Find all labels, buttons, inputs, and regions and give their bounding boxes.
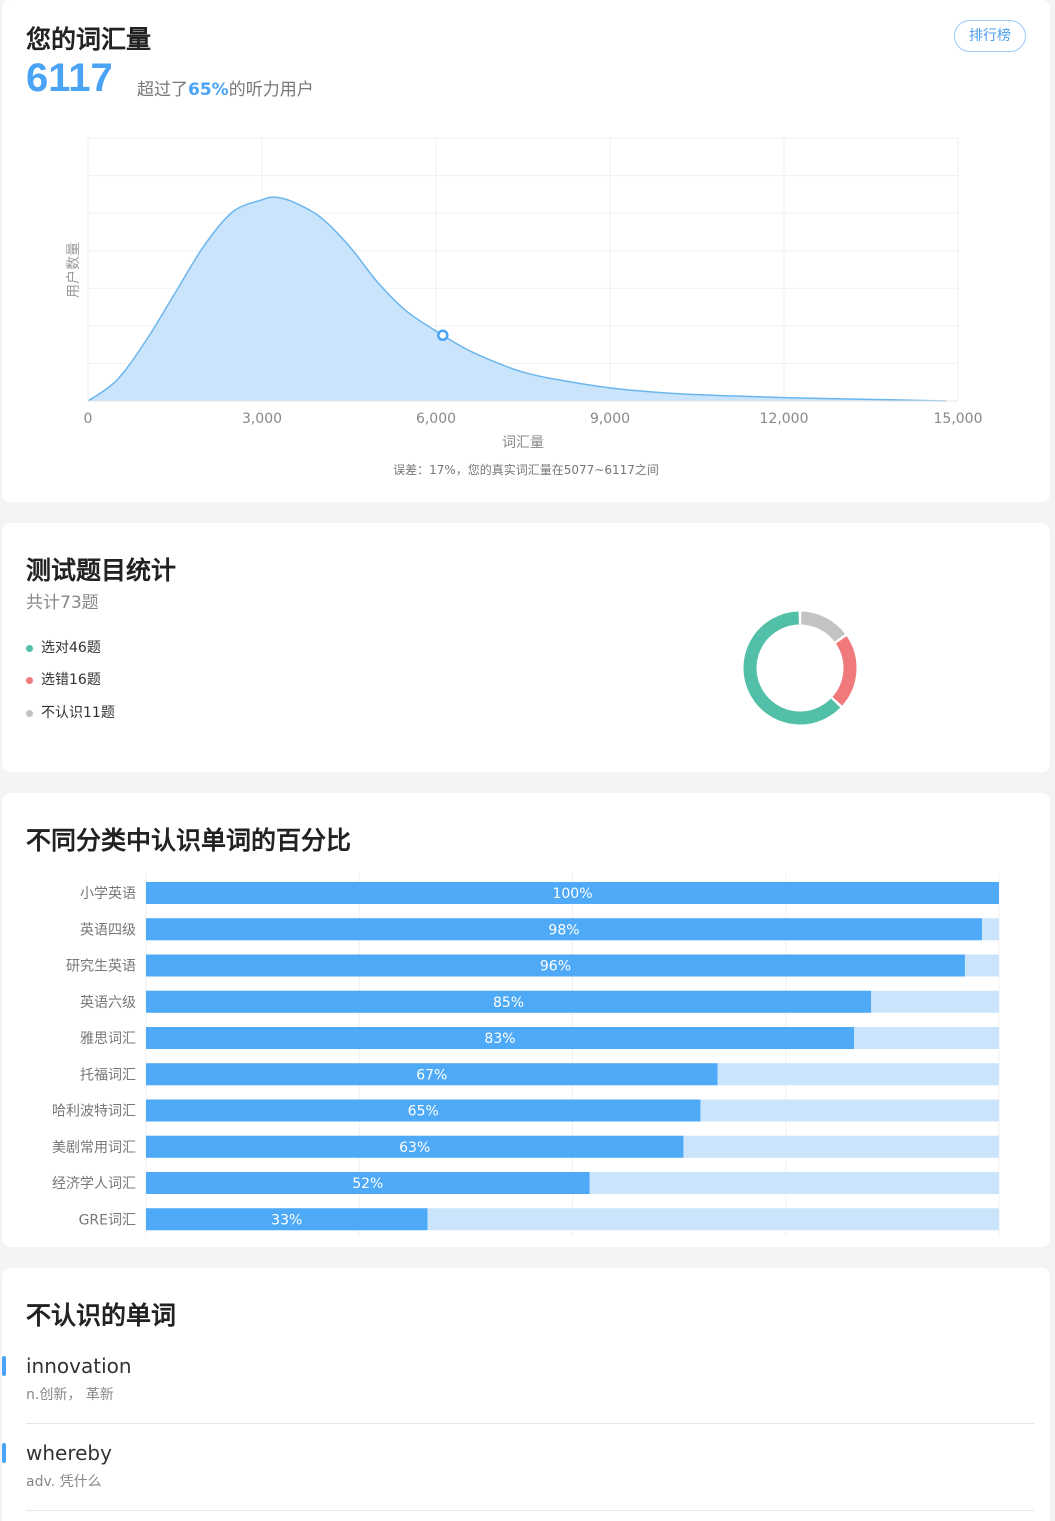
word-definition: adv. 凭什么 [26,1474,102,1490]
legend-dot-unknown [26,709,33,717]
category-label: 小学英语 [80,885,136,902]
category-label: 美剧常用词汇 [52,1140,136,1156]
bar [146,918,982,941]
vocab-distribution-chart: 0 3,000 6,000 9,000 12,000 15,000 词汇量 用户数量 [65,137,983,451]
category-label: 哈利波特词汇 [52,1104,136,1120]
category-bar-chart: 100% 小学英语 98% 英语四级 96% 研究生英语 85% 英语六级 83% 雅思词汇 67%… [52,873,1000,1237]
distribution-line [87,196,947,402]
beat-text: 超过了65%的听力用户 [137,75,314,100]
category-label: 托福词汇 [80,1067,136,1083]
bar [146,954,965,977]
legend-correct: 选对46题 [26,637,101,657]
legend-dot-wrong [26,676,33,684]
bar-value-label: 63% [399,1140,430,1156]
x-axis-label: 词汇量 [502,435,544,451]
y-axis-label: 用户数量 [65,242,82,298]
bar [146,1208,428,1231]
x-tick-label: 9,000 [590,411,630,427]
distribution-area [88,197,947,401]
category-label: 英语四级 [80,921,136,938]
category-title: 不同分类中认识单词的百分比 [26,826,352,855]
x-tick-label: 15,000 [934,411,983,427]
error-note: 误差：17%，您的真实词汇量在5077~6117之间 [393,463,659,477]
word-text: innovation [26,1354,132,1378]
divider [26,1510,1034,1511]
bar-value-label: 96% [540,959,571,975]
word-marker [2,1356,6,1376]
user-position-marker [437,329,449,341]
beat-suffix: 的听力用户 [228,80,314,100]
x-tick-label: 12,000 [760,411,809,427]
x-tick-label: 3,000 [242,411,282,427]
category-label: 雅思词汇 [80,1031,136,1047]
legend-label-wrong: 选错16题 [41,672,101,688]
x-tick-label: 0 [84,411,93,427]
bar [146,1135,684,1158]
vocab-title: 您的词汇量 [26,25,152,54]
category-label: GRE词汇 [79,1212,136,1228]
donut-slice-0 [743,611,841,725]
beat-prefix: 超过了 [137,80,188,100]
legend-unknown: 不认识11题 [26,702,115,722]
legend-label-correct: 选对46题 [41,640,101,656]
bar-value-label: 67% [416,1067,447,1083]
bar-value-label: 65% [408,1104,439,1120]
test-stats-title: 测试题目统计 [26,556,177,585]
word-marker [2,1443,6,1463]
bar [146,882,999,904]
bar-value-label: 98% [548,922,579,938]
bar [146,1172,590,1194]
vocab-card: 您的词汇量 排行榜 6117 超过了65%的听力用户 0 3,000 6,000 9,… [2,0,1050,502]
bar [146,990,872,1013]
bar-value-label: 33% [271,1212,302,1228]
legend-wrong: 选错16题 [26,669,101,689]
beat-percent: 65% [188,80,229,100]
word-text: whereby [26,1441,112,1465]
category-label: 经济学人词汇 [52,1176,136,1192]
test-donut-chart [743,611,857,725]
bar-value-label: 100% [552,886,592,902]
bar-value-label: 52% [352,1176,383,1192]
test-stats-card: 测试题目统计 共计73题 选对46题 选错16题 不认识11题 [2,523,1050,772]
donut-slice-1 [832,636,857,706]
legend-dot-correct [26,644,33,652]
unknown-words-title: 不认识的单词 [26,1301,177,1330]
donut-slice-2 [800,611,846,642]
ranking-button[interactable]: 排行榜 [954,20,1026,52]
test-total: 共计73题 [26,593,99,613]
category-label: 英语六级 [80,994,136,1011]
x-tick-label: 6,000 [416,411,456,427]
legend-label-unknown: 不认识11题 [41,705,115,721]
unknown-words-card: 不认识的单词 innovation n.创新， 革新 whereby adv. … [2,1268,1050,1521]
bar [146,1027,854,1049]
category-card: 不同分类中认识单词的百分比 100% 小学英语 98% 英语四级 96% 研究生英语 85%… [2,793,1050,1247]
bar [146,1063,718,1086]
bar-value-label: 85% [493,995,524,1011]
divider [26,1423,1034,1424]
bar [146,1099,701,1122]
bar-value-label: 83% [484,1031,515,1047]
word-definition: n.创新， 革新 [26,1387,114,1403]
vocab-count: 6117 [26,56,113,100]
category-label: 研究生英语 [66,958,136,975]
